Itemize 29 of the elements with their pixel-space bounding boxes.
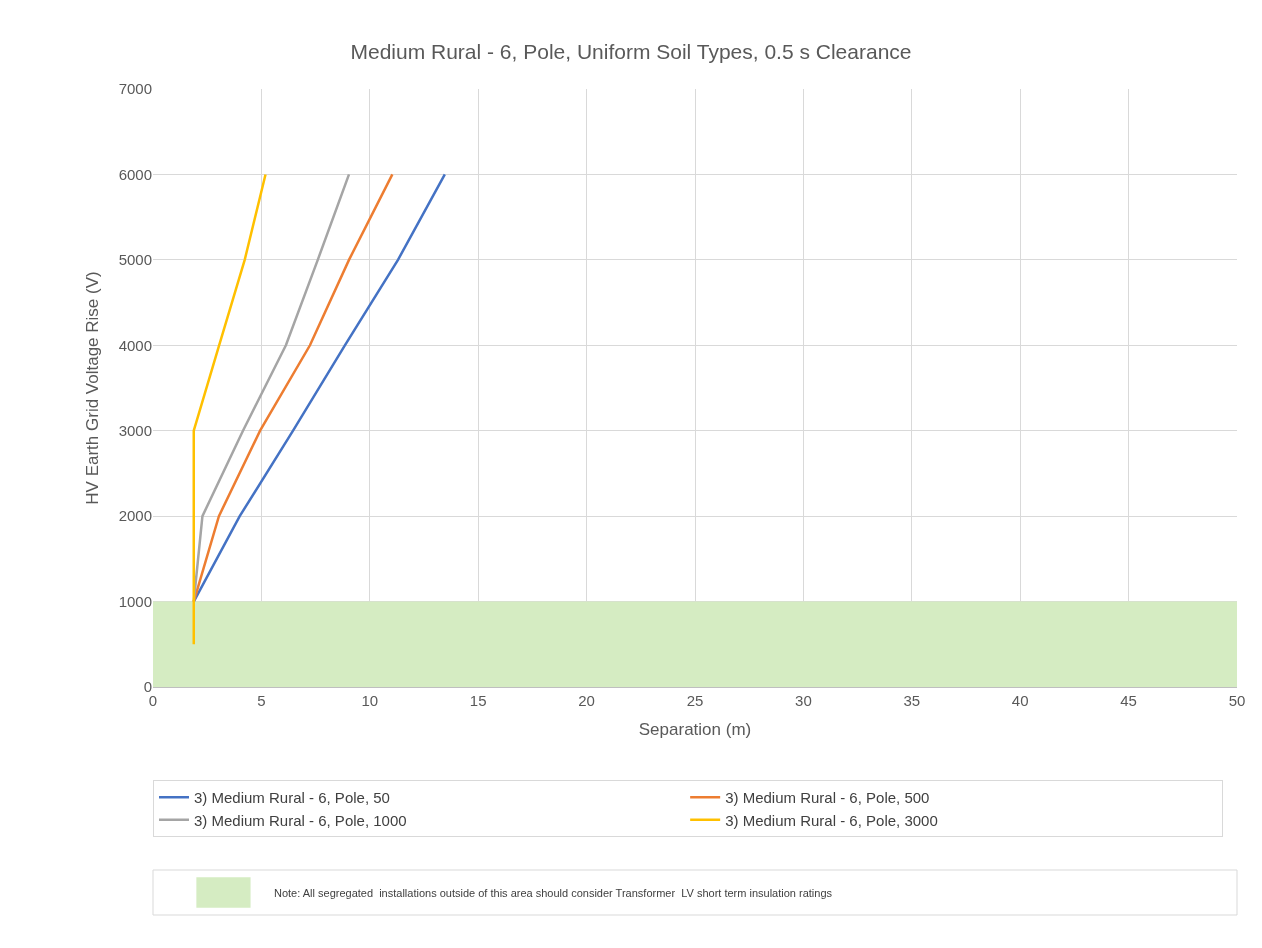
x-tick-label: 25 <box>686 692 704 709</box>
x-tick-label: 10 <box>361 692 379 709</box>
y-tick-label: 3000 <box>118 421 152 439</box>
x-tick-label: 40 <box>1011 692 1029 709</box>
legend-label: 3) Medium Rural - 6, Pole, 1000 <box>194 811 407 829</box>
legend-label: 3) Medium Rural - 6, Pole, 50 <box>194 789 390 807</box>
x-axis-title: Separation (m) <box>638 720 752 740</box>
x-tick-label: 50 <box>1228 692 1246 709</box>
x-tick-label: 35 <box>903 692 921 709</box>
chart-title: Medium Rural - 6, Pole, Uniform Soil Types, 0.5 s Clearance <box>350 40 912 64</box>
y-tick-label: 5000 <box>118 251 152 269</box>
x-tick-label: 5 <box>257 692 266 709</box>
y-tick-label: 1000 <box>118 592 152 610</box>
y-tick-label: 0 <box>143 678 152 696</box>
y-tick-label: 4000 <box>118 336 152 354</box>
x-tick-label: 15 <box>469 692 487 709</box>
y-axis-title: HV Earth Grid Voltage Rise (V) <box>83 271 103 505</box>
legend-label: 3) Medium Rural - 6, Pole, 500 <box>725 789 930 807</box>
line-series <box>192 173 267 646</box>
y-tick-label: 7000 <box>118 80 152 98</box>
legend-label: 3) Medium Rural - 6, Pole, 3000 <box>725 811 938 829</box>
x-tick-label: 30 <box>795 692 812 709</box>
text: Note: All segregated installations outside of this area should consider Transformer LV short term insulation ratings <box>274 887 833 899</box>
line-series <box>192 173 447 603</box>
line-series <box>192 173 394 603</box>
y-tick-label: 2000 <box>118 507 152 525</box>
x-tick-label: 20 <box>578 692 595 709</box>
x-tick-label: 45 <box>1120 692 1137 709</box>
y-tick-label: 6000 <box>118 165 152 183</box>
